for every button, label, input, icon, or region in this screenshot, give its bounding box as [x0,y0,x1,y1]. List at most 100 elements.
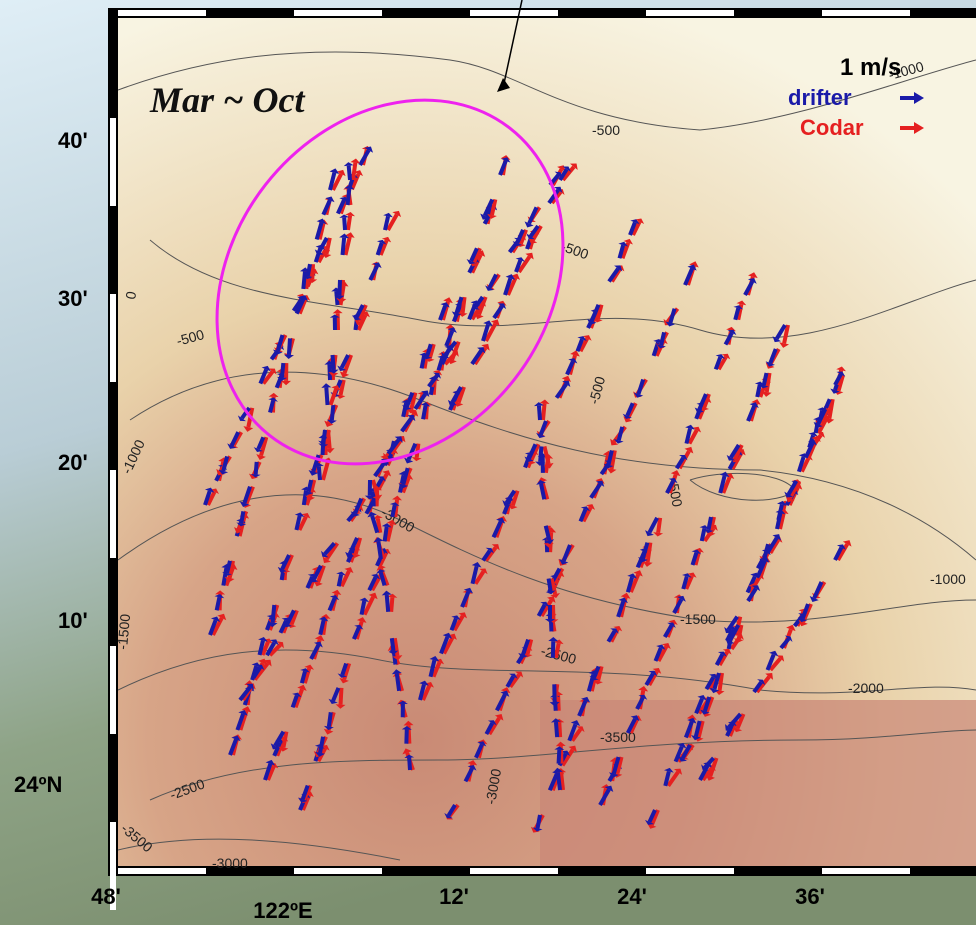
vector-shaft [208,619,218,636]
vector-shaft [647,516,659,534]
vector-head [705,774,715,781]
vector-shaft [297,297,308,315]
vector-head [308,470,319,476]
vector-head [777,500,787,506]
vector-shaft [708,757,719,777]
vector-head [392,655,403,661]
vector-shaft [529,224,540,238]
vector-head [246,683,255,691]
vector-head [261,365,271,372]
vector-head [569,163,578,171]
frame-tick [110,118,116,206]
vector-head [638,686,649,692]
pointer-head [497,78,510,92]
contour-label: -2000 [848,680,884,696]
vector-shaft [706,516,713,531]
vector-shaft [713,356,723,370]
vector-shaft [746,405,757,422]
frame-tick [822,868,910,874]
vector-shaft [484,322,498,342]
vector-head [679,455,688,461]
vector-shaft [281,731,289,748]
vector-head [721,353,731,360]
vector-head [345,551,355,559]
vector-shaft [656,517,663,534]
vector-head [313,580,323,587]
vector-shaft [687,429,699,445]
vector-shaft [334,290,340,306]
vector-shaft [628,718,640,734]
vector-head [808,432,818,437]
vector-head [214,594,225,599]
vector-head [322,556,331,563]
vector-shaft [309,644,321,660]
vector-head [595,480,605,487]
vector-head [559,558,569,565]
vector-head [485,547,494,554]
vector-head [497,303,507,310]
vector-head [307,279,318,284]
vector-shaft [266,765,276,781]
vector-head [593,679,603,685]
vector-shaft [442,636,455,655]
vector-head [570,350,580,357]
vector-shaft [275,334,285,352]
vector-head [318,443,329,448]
vector-head [337,673,348,678]
vector-head [458,612,468,619]
vector-shaft [317,223,326,240]
vector-shaft [327,597,337,612]
vector-shaft [283,554,294,571]
vector-shaft [354,304,365,319]
vector-head [467,765,477,771]
vector-shaft [258,368,269,385]
vector-head [339,371,350,378]
vector-shaft [565,360,575,376]
vector-shaft [331,687,341,702]
vector-shaft [543,525,552,541]
vector-shaft [554,382,568,399]
vector-shaft [301,794,312,811]
vector-shaft [463,767,474,783]
vector-head [500,690,510,697]
vector-shaft [331,172,343,191]
vector-head [421,390,430,397]
vector-shaft [755,384,762,398]
vector-head [263,659,272,667]
vector-shaft [484,546,498,562]
vector-head [329,168,340,174]
vector-head [667,622,676,628]
vector-shaft [421,405,428,420]
vector-shaft [680,744,692,760]
vector-shaft [279,362,286,378]
vector-head [442,632,453,639]
vector-head [270,743,280,750]
vector-head [433,370,443,376]
vector-shaft [693,550,702,566]
vector-head [691,549,702,555]
vector-shaft [694,697,704,715]
vector-shaft [473,570,486,585]
vector-head [281,380,292,386]
vector-head [227,443,237,449]
vector-head [356,617,367,623]
vector-shaft [702,696,712,712]
vector-shaft [299,670,307,684]
vector-shaft [244,485,255,505]
vector-head [836,366,846,372]
vector-shaft [796,456,806,473]
vector-shaft [324,387,330,406]
vector-shaft [318,619,326,636]
vector-shaft [373,460,387,478]
vector-head [243,426,254,432]
vector-head [344,184,355,190]
vector-shaft [578,508,588,523]
vector-head [784,491,793,498]
vector-shaft [401,467,410,486]
vector-shaft [723,331,734,346]
vector-shaft [345,188,352,206]
lon-label: 36' [795,884,825,909]
vector-head [550,592,561,599]
vector-head [292,692,302,698]
vector-shaft [368,265,379,281]
